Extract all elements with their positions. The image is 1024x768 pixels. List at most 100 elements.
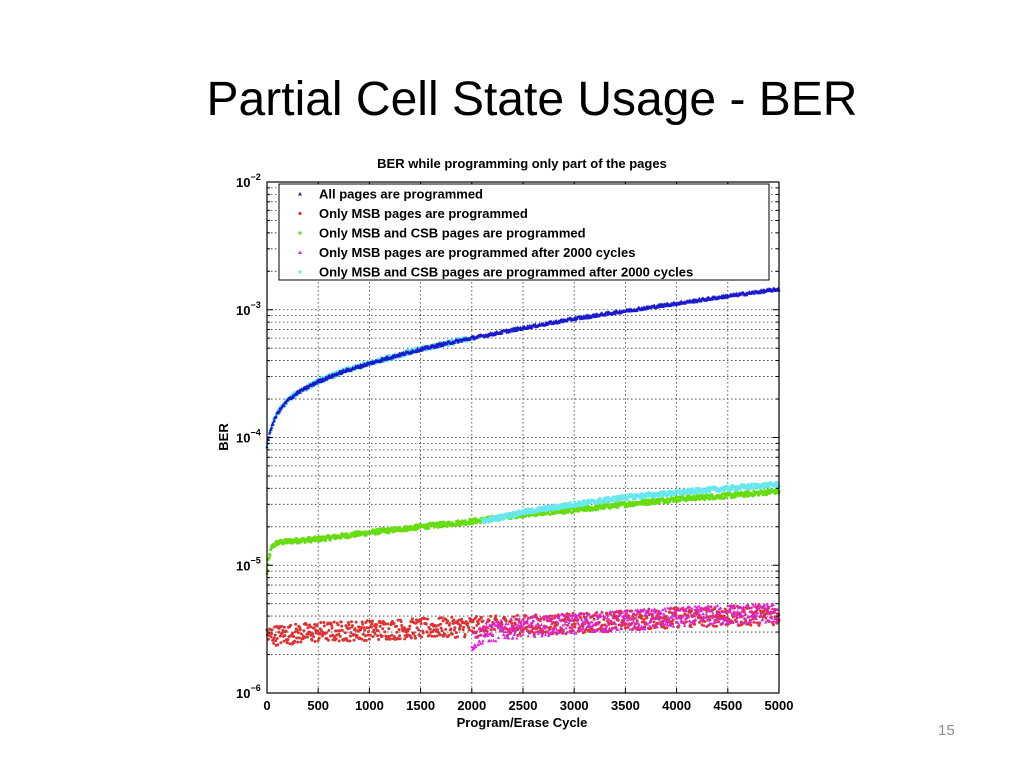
- data-point: [367, 637, 371, 641]
- data-point: [354, 620, 358, 624]
- data-point: [371, 635, 375, 639]
- data-point: [370, 619, 374, 623]
- data-point: [280, 539, 284, 543]
- data-point: [313, 535, 317, 539]
- data-point: [343, 631, 347, 635]
- data-point: [410, 617, 414, 621]
- data-point: [487, 619, 491, 623]
- data-point: [322, 620, 326, 624]
- data-point: [398, 637, 402, 641]
- data-point: [548, 513, 552, 517]
- series-2: [265, 487, 781, 575]
- data-point: [666, 606, 670, 610]
- data-point: [640, 502, 644, 506]
- data-point: [379, 621, 383, 625]
- data-point: [330, 623, 334, 627]
- data-point: [764, 616, 768, 620]
- x-tick-label: 2500: [509, 698, 538, 713]
- data-point: [378, 624, 382, 628]
- data-point: [749, 623, 753, 627]
- data-point: [471, 618, 475, 622]
- data-point: [580, 622, 584, 626]
- data-point: [480, 615, 484, 619]
- data-point: [294, 622, 298, 626]
- data-point: [504, 619, 508, 623]
- data-point: [348, 639, 352, 643]
- data-point: [652, 620, 656, 624]
- data-point: [481, 619, 485, 623]
- data-point: [415, 626, 419, 630]
- data-point: [485, 629, 489, 633]
- data-point: [363, 628, 367, 632]
- data-point: [636, 608, 640, 612]
- data-point: [357, 625, 361, 629]
- data-point: [364, 638, 368, 642]
- data-point: [353, 627, 357, 631]
- data-point: [267, 556, 271, 560]
- data-point: [386, 622, 390, 626]
- data-point: [346, 620, 350, 624]
- data-point: [653, 502, 657, 506]
- data-point: [698, 620, 702, 624]
- data-point: [550, 614, 554, 618]
- data-point: [560, 511, 564, 515]
- data-point: [293, 630, 297, 634]
- data-point: [456, 622, 460, 626]
- data-point: [368, 633, 372, 637]
- y-tick-label: 10−6: [236, 683, 261, 701]
- data-point: [521, 632, 525, 636]
- data-point: [356, 629, 360, 633]
- data-point: [455, 635, 459, 639]
- data-point: [665, 497, 669, 501]
- data-point: [390, 633, 394, 637]
- data-point: [703, 498, 707, 502]
- data-point: [439, 622, 443, 626]
- data-point: [432, 634, 436, 638]
- data-point: [411, 528, 415, 532]
- data-point: [426, 617, 430, 621]
- x-tick-label: 1500: [406, 698, 435, 713]
- data-point: [535, 626, 539, 630]
- data-point: [297, 636, 301, 640]
- x-tick-label: 1000: [355, 698, 384, 713]
- data-point: [596, 507, 600, 511]
- data-point: [421, 631, 425, 635]
- data-point: [400, 624, 404, 628]
- data-point: [459, 623, 463, 627]
- data-point: [427, 526, 431, 530]
- y-tick-label: 10−5: [236, 555, 261, 573]
- data-point: [313, 639, 317, 643]
- data-point: [472, 626, 476, 630]
- data-point: [571, 611, 575, 615]
- data-point: [616, 506, 620, 510]
- data-point: [295, 636, 299, 640]
- data-point: [303, 635, 307, 639]
- data-point: [370, 622, 374, 626]
- data-point: [309, 625, 313, 629]
- data-point: [489, 628, 493, 632]
- data-point: [267, 637, 271, 641]
- data-point: [417, 628, 421, 632]
- data-point: [339, 620, 343, 624]
- data-point: [701, 612, 705, 616]
- data-point: [618, 503, 622, 507]
- data-point: [280, 625, 284, 629]
- data-point: [293, 639, 297, 643]
- data-point: [640, 614, 644, 618]
- data-point: [303, 541, 307, 545]
- data-point: [294, 536, 298, 540]
- x-tick-label: 4500: [713, 698, 742, 713]
- data-point: [437, 616, 441, 620]
- data-point: [392, 635, 396, 639]
- data-point: [351, 624, 355, 628]
- data-point: [470, 629, 474, 633]
- data-point: [752, 620, 756, 624]
- data-point: [588, 630, 592, 634]
- data-point: [268, 553, 272, 557]
- data-point: [452, 628, 456, 632]
- data-point: [399, 620, 403, 624]
- data-point: [272, 636, 276, 640]
- data-point: [598, 497, 602, 501]
- data-point: [302, 629, 306, 633]
- data-point: [512, 615, 516, 619]
